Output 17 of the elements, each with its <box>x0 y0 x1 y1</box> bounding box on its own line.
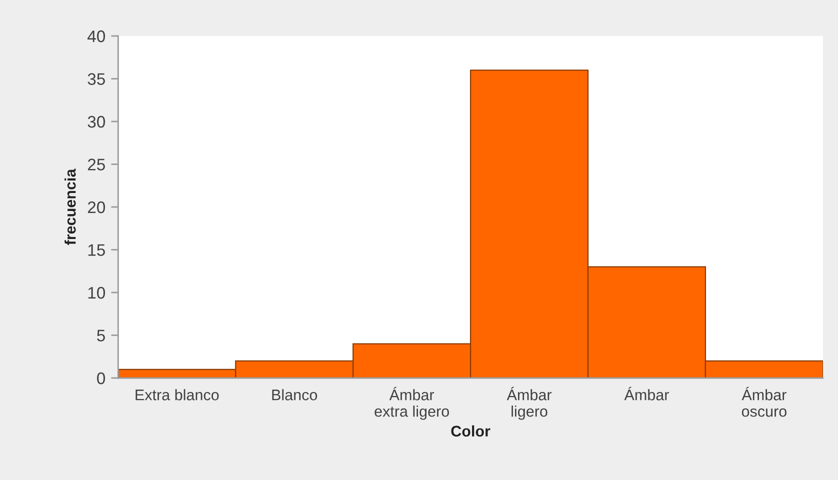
y-tick-label: 15 <box>88 244 105 256</box>
x-tick-label: Ámbar extra ligero <box>374 386 449 420</box>
x-tick-label: Blanco <box>272 389 318 400</box>
x-axis-title: Color <box>451 425 490 437</box>
y-tick-label: 20 <box>88 201 106 214</box>
y-tick-label: 5 <box>97 330 105 342</box>
x-tick-label: Extra blanco <box>136 389 219 400</box>
x-tick-label: Ámbar oscuro <box>742 386 786 417</box>
y-axis-title: frecuencia <box>64 168 76 245</box>
x-tick-label: Ámbar <box>624 386 669 400</box>
y-tick-label: 30 <box>88 116 106 128</box>
y-tick-label: 0 <box>97 372 106 384</box>
y-tick-label: 35 <box>88 73 105 85</box>
y-tick-label: 40 <box>88 30 106 42</box>
y-tick-label: 25 <box>88 158 105 170</box>
y-tick-label: 10 <box>88 286 106 299</box>
x-tick-label: Ámbar ligero <box>506 386 552 420</box>
